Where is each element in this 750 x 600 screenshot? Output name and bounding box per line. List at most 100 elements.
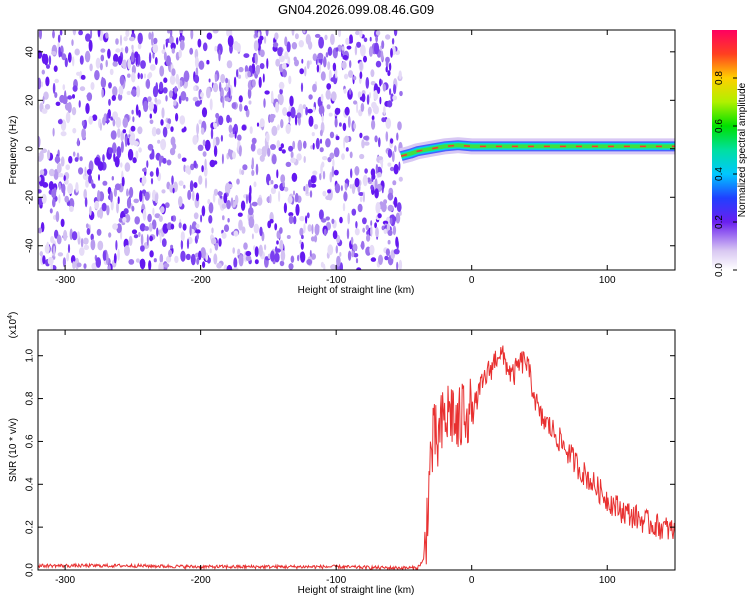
- heatmap-cell: [97, 209, 101, 218]
- heatmap-cell: [325, 195, 331, 201]
- heatmap-cell: [383, 199, 388, 205]
- heatmap-cell: [243, 242, 248, 250]
- heatmap-cell: [312, 53, 317, 61]
- heatmap-cell: [387, 239, 391, 245]
- heatmap-cell: [114, 183, 121, 191]
- heatmap-cell: [327, 46, 333, 56]
- heatmap-cell: [152, 85, 159, 98]
- heatmap-cell: [42, 182, 49, 188]
- heatmap-cell: [174, 255, 179, 264]
- heatmap-cell: [314, 33, 321, 38]
- heatmap-cell: [324, 34, 328, 41]
- heatmap-cell: [387, 100, 393, 108]
- heatmap-cell: [109, 68, 114, 76]
- heatmap-cell: [213, 188, 218, 196]
- heatmap-cell: [262, 73, 265, 83]
- heatmap-cell: [354, 228, 360, 236]
- heatmap-cell: [135, 150, 139, 159]
- heatmap-cell: [385, 34, 391, 40]
- heatmap-cell: [192, 135, 198, 145]
- heatmap-cell: [305, 215, 308, 224]
- heatmap-cell: [45, 76, 50, 87]
- heatmap-cell: [303, 223, 306, 234]
- heatmap-cell: [162, 87, 168, 94]
- heatmap-cell: [57, 34, 61, 43]
- heatmap-cell: [155, 167, 159, 178]
- heatmap-cell: [367, 106, 372, 115]
- heatmap-cell: [212, 30, 219, 34]
- heatmap-cell: [159, 81, 164, 92]
- heatmap-cell: [316, 64, 320, 73]
- heatmap-cell: [55, 101, 61, 107]
- heatmap-cell: [253, 40, 259, 52]
- heatmap-cell: [251, 201, 258, 207]
- heatmap-cell: [82, 173, 89, 181]
- heatmap-cell: [355, 221, 358, 229]
- heatmap-cell: [42, 96, 45, 104]
- heatmap-cell: [271, 154, 277, 165]
- heatmap-cell: [42, 255, 46, 265]
- heatmap-cell: [374, 178, 378, 191]
- heatmap-cell: [270, 90, 274, 103]
- heatmap-cell: [108, 82, 112, 89]
- heatmap-cell: [269, 218, 274, 224]
- heatmap-cell: [339, 122, 342, 127]
- heatmap-cell: [163, 263, 170, 268]
- heatmap-cell: [228, 148, 232, 157]
- heatmap-cell: [236, 69, 239, 78]
- heatmap-cell: [119, 34, 123, 46]
- heatmap-cell: [157, 99, 162, 105]
- heatmap-cell: [252, 79, 256, 88]
- heatmap-cell: [258, 244, 263, 257]
- heatmap-cell: [269, 193, 272, 204]
- heatmap-cell: [198, 60, 205, 70]
- heatmap-cell: [325, 89, 331, 100]
- heatmap-cell: [197, 38, 202, 48]
- heatmap-cell: [320, 93, 324, 102]
- heatmap-cell: [183, 184, 186, 189]
- heatmap-cell: [220, 134, 223, 142]
- heatmap-cell: [321, 113, 324, 123]
- heatmap-cell: [143, 73, 147, 79]
- heatmap-cell: [126, 197, 131, 209]
- heatmap-cell: [305, 106, 308, 116]
- heatmap-cell: [257, 197, 263, 206]
- heatmap-cell: [208, 215, 213, 224]
- heatmap-cell: [346, 45, 352, 50]
- heatmap-cell: [86, 228, 91, 235]
- heatmap-cell: [176, 37, 179, 45]
- heatmap-cell: [399, 210, 402, 216]
- heatmap-cell: [353, 253, 359, 258]
- heatmap-cell: [81, 120, 85, 127]
- heatmap-cell: [196, 123, 200, 135]
- snr-ylabel: SNR (10 * v/v): [8, 418, 19, 482]
- heatmap-cell: [242, 164, 248, 171]
- heatmap-cell: [88, 115, 93, 125]
- heatmap-cell: [183, 126, 187, 132]
- heatmap-cell: [280, 143, 284, 149]
- heatmap-cell: [163, 51, 167, 61]
- heatmap-cell: [329, 131, 335, 139]
- heatmap-cell: [38, 136, 41, 148]
- heatmap-cell: [344, 135, 350, 143]
- heatmap-cell: [335, 245, 338, 254]
- heatmap-cell: [175, 112, 179, 122]
- heatmap-cell: [382, 220, 389, 225]
- heatmap-cell: [171, 68, 176, 76]
- heatmap-cell: [370, 69, 375, 78]
- heatmap-cell: [375, 202, 381, 214]
- heatmap-cell: [335, 135, 340, 141]
- heatmap-cell: [305, 34, 311, 45]
- heatmap-cell: [124, 135, 128, 148]
- heatmap-cell: [152, 43, 159, 54]
- heatmap-cell: [112, 142, 117, 154]
- heatmap-cell: [83, 244, 90, 251]
- heatmap-cell: [233, 257, 238, 269]
- heatmap-cell: [288, 215, 294, 225]
- heatmap-cell: [86, 92, 93, 102]
- heatmap-cell: [115, 240, 118, 251]
- heatmap-cell: [249, 202, 252, 214]
- heatmap-cell: [139, 190, 143, 202]
